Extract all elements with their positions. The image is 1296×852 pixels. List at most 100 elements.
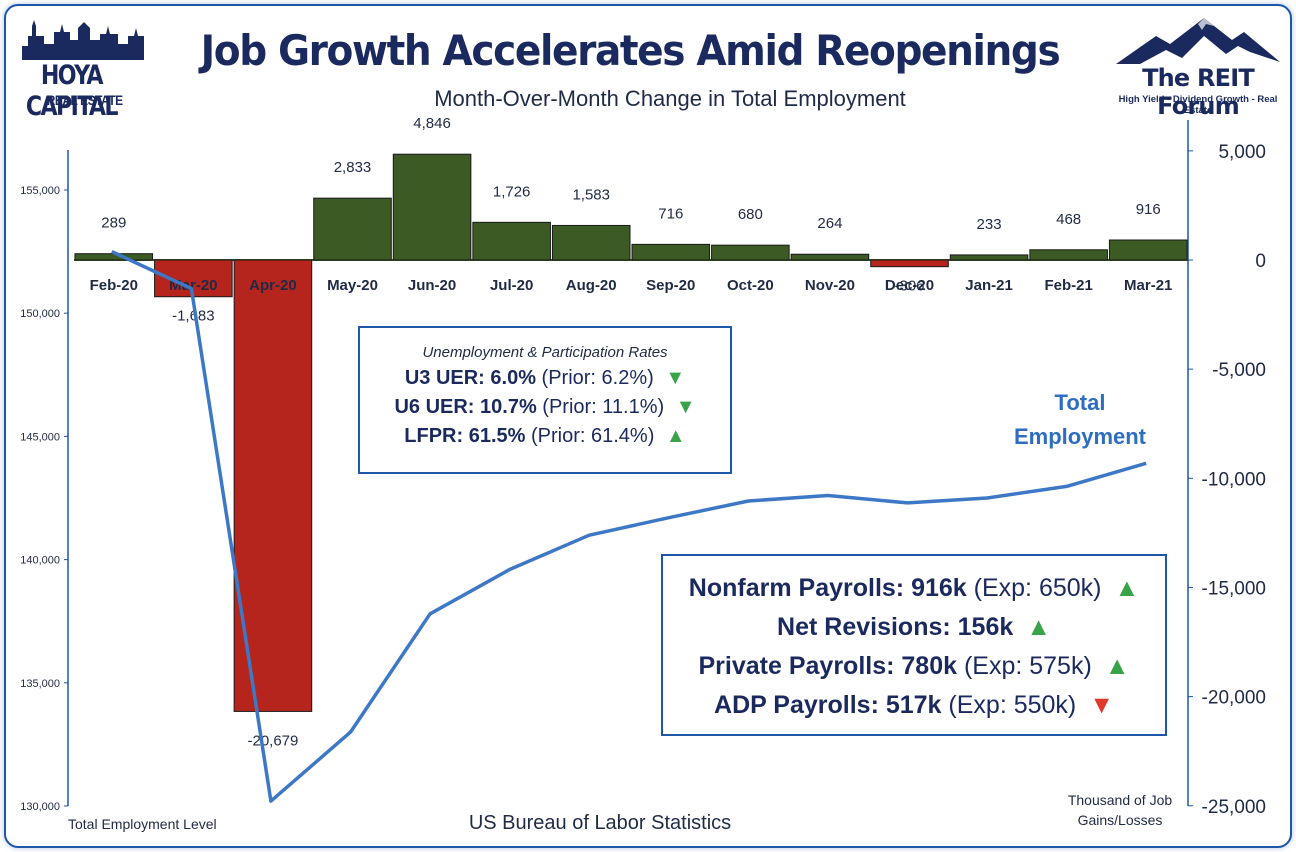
source-note: US Bureau of Labor Statistics [468, 812, 732, 834]
bar-data-label: 716 [658, 205, 683, 222]
left-axis-tick-label: 155,000 [20, 185, 60, 197]
right-axis-tick-label: -20,000 [1202, 688, 1266, 709]
bar-data-label: -1,683 [172, 308, 215, 325]
reit-forum-tagline: High Yield - Dividend Growth - Real Esta… [1118, 94, 1278, 116]
left-axis-tick-label: 130,000 [20, 801, 60, 813]
rates-box-header: Unemployment & Participation Rates [422, 344, 668, 361]
left-axis-tick-label: 150,000 [20, 308, 60, 320]
right-axis-tick-label: 0 [1255, 251, 1266, 272]
category-label: Jul-20 [490, 277, 533, 294]
payrolls-row-private: Private Payrolls: 780k (Exp: 575k) ▲ [663, 652, 1165, 681]
bar-Oct-20 [711, 244, 790, 261]
rate-prior: (Prior: 61.4%) [530, 425, 655, 447]
payroll-label: Private Payrolls: 780k [698, 652, 958, 680]
bar-Aug-20 [551, 224, 631, 261]
hoya-capital-sub: REAL ESTATE [46, 92, 123, 108]
rate-label: U3 UER: 6.0% [404, 367, 536, 389]
left-axis-tick-label: 145,000 [20, 431, 60, 443]
skyline-icon [22, 20, 144, 60]
right-axis-title-line2: Gains/Losses [1077, 812, 1163, 828]
bar-data-label: 1,583 [572, 186, 610, 203]
series-label-line1: Total [1054, 390, 1106, 415]
bar-data-label: -306 [894, 278, 924, 295]
right-axis-tick-label: -10,000 [1202, 469, 1266, 490]
up-triangle-icon: ▲ [1104, 652, 1130, 680]
category-label: Jun-20 [408, 277, 456, 294]
bar-labels: 289 -1,683 -20,679 2,833 4,846 1,726 1,583 716 6… [101, 115, 1160, 749]
right-axis-tick-label: -5,000 [1212, 360, 1266, 381]
employment-line-layer [111, 250, 1147, 803]
reit-forum-logo: The REIT Forum High Yield - Dividend Gro… [1110, 14, 1286, 120]
payrolls-row-nonfarm: Nonfarm Payrolls: 916k (Exp: 650k) ▲ [663, 574, 1165, 603]
bar-data-label: 468 [1056, 211, 1081, 228]
rates-row-u3: U3 UER: 6.0% (Prior: 6.2%) ▼ [360, 367, 730, 390]
bar-Jun-20 [392, 153, 472, 261]
category-label: Apr-20 [249, 277, 297, 294]
payrolls-box: Nonfarm Payrolls: 916k (Exp: 650k) ▲ Net… [661, 554, 1167, 736]
rate-label: U6 UER: 10.7% [394, 396, 537, 418]
hoya-capital-name: HOYA CAPITAL [25, 60, 119, 122]
bar-data-label: 2,833 [334, 159, 372, 176]
up-triangle-icon: ▲ [1114, 574, 1140, 602]
right-axis-tick-label: 5,000 [1218, 142, 1266, 163]
payrolls-row-revisions: Net Revisions: 156k ▲ [663, 613, 1165, 642]
category-label: Dec-20 [885, 277, 934, 294]
bar-May-20 [313, 197, 392, 261]
hoya-capital-logo: HOYA CAPITAL REAL ESTATE [14, 16, 154, 122]
category-label: Mar-21 [1124, 277, 1172, 294]
down-triangle-icon: ▼ [1089, 691, 1114, 719]
category-label: Feb-20 [90, 277, 138, 294]
category-label: Mar-20 [169, 277, 217, 294]
bar-Dec-20 [870, 259, 949, 268]
up-triangle-icon: ▲ [665, 425, 686, 447]
bar-data-label: 680 [738, 206, 763, 223]
category-label: Nov-20 [805, 277, 855, 294]
down-triangle-icon: ▼ [675, 396, 696, 418]
bar-data-label: 233 [977, 216, 1002, 233]
rate-prior: (Prior: 6.2%) [541, 367, 654, 389]
bar-data-label: -20,679 [247, 732, 298, 749]
payrolls-row-adp: ADP Payrolls: 517k (Exp: 550k) ▼ [663, 691, 1165, 720]
bar-Mar-21 [1108, 239, 1188, 261]
up-triangle-icon: ▲ [1026, 613, 1051, 641]
rate-label: LFPR: 61.5% [404, 425, 526, 447]
bar-data-label: 264 [817, 215, 842, 232]
bar-Jan-21 [949, 254, 1029, 261]
bar-data-label: 289 [101, 215, 126, 232]
category-label: Jan-21 [965, 277, 1013, 294]
bar-Sep-20 [631, 243, 711, 261]
payroll-extra: (Exp: 650k) [973, 574, 1102, 602]
payroll-label: ADP Payrolls: 517k [714, 691, 942, 719]
category-label: Aug-20 [566, 277, 617, 294]
left-axis-title: Total Employment Level [68, 816, 217, 832]
right-axis-title: Thousand of Job Gains/Losses [1052, 790, 1188, 830]
rates-box: Unemployment & Participation Rates U3 UE… [358, 326, 732, 474]
bar-data-label: 1,726 [493, 183, 531, 200]
rates-row-u6: U6 UER: 10.7% (Prior: 11.1%) ▼ [360, 396, 730, 419]
payroll-extra: (Exp: 550k) [948, 691, 1077, 719]
down-triangle-icon: ▼ [665, 367, 686, 389]
payroll-extra: (Exp: 575k) [963, 652, 1092, 680]
mountain-icon [1116, 18, 1280, 64]
bar-Jul-20 [472, 221, 551, 261]
category-label: Sep-20 [646, 277, 695, 294]
right-axis-tick-label: -25,000 [1202, 797, 1266, 818]
chart-title: Job Growth Accelerates Amid Reopenings [200, 26, 1061, 75]
left-axis-tick-label: 135,000 [20, 678, 60, 690]
bar-Feb-21 [1029, 249, 1108, 261]
rate-prior: (Prior: 11.1%) [542, 396, 665, 418]
reit-forum-name: The REIT Forum [1142, 64, 1255, 120]
category-label: Oct-20 [727, 277, 774, 294]
axes: 130,000 135,000 140,000 145,000 150,000 155,0… [20, 120, 1266, 818]
chart-subtitle: Month-Over-Month Change in Total Employm… [434, 86, 906, 111]
category-labels: Feb-20 Mar-20 Apr-20 May-20 Jun-20 Jul-20 Aug-… [90, 277, 1173, 294]
category-label: Feb-21 [1044, 277, 1092, 294]
bar-Feb-20 [74, 253, 154, 261]
total-employment-series-label: Total Employment [1000, 386, 1160, 454]
category-label: May-20 [327, 277, 378, 294]
bar-data-label: 4,846 [413, 115, 451, 132]
bar-Nov-20 [790, 253, 870, 261]
right-axis-title-line1: Thousand of Job [1067, 792, 1173, 808]
bar-data-label: 916 [1136, 201, 1161, 218]
